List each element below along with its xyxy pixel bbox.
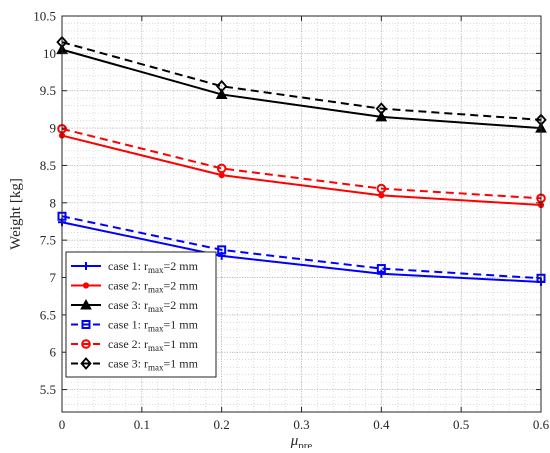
legend-item: case 3: rmax=1 mm [71, 357, 199, 373]
legend-label-suffix: =2 mm [163, 279, 198, 293]
series-2-point [218, 172, 225, 179]
legend-marker [82, 262, 90, 270]
y-tick-label: 10 [43, 46, 56, 61]
legend-label-main: case 2: r [108, 337, 148, 351]
legend-label-main: case 2: r [108, 279, 148, 293]
y-tick-label: 7 [50, 270, 57, 285]
series-6-line [61, 41, 542, 121]
legend-marker [80, 357, 92, 370]
series-layer [56, 35, 547, 286]
y-tick-label: 7.5 [40, 233, 56, 248]
y-tick-label: 6 [50, 345, 57, 360]
y-tick-label: 6.5 [40, 307, 56, 322]
y-tick-label: 5.5 [40, 382, 56, 397]
series-2-line [61, 134, 542, 207]
series-5-point [216, 163, 227, 174]
legend-label-main: case 3: r [108, 357, 148, 371]
series-3-point [215, 88, 228, 99]
y-tick-label: 8.5 [40, 158, 56, 173]
series-4-line [61, 215, 542, 280]
legend-marker [81, 320, 91, 329]
legend-label-suffix: =2 mm [163, 298, 198, 312]
series-6-point [375, 102, 388, 115]
legend-label: case 2: rmax=1 mm [108, 337, 199, 353]
series-4-point [217, 245, 227, 255]
ticks: 0 0.1 0.2 0.3 0.4 0.5 0.6 5.5 6 6.5 7 7.5 8 8.5 9 9.5 10… [33, 9, 549, 433]
legend-label-sub: max [148, 343, 164, 353]
legend-label-main: case 1: r [108, 259, 148, 273]
series-3-line [61, 48, 542, 130]
legend-item: case 1: rmax=2 mm [71, 259, 199, 275]
legend-item: case 2: rmax=1 mm [71, 337, 199, 353]
legend-label-main: case 3: r [108, 298, 148, 312]
legend-label: case 2: rmax=2 mm [108, 279, 199, 295]
series-4-point [376, 264, 386, 274]
x-axis-label-main: μ [290, 433, 299, 448]
legend-label-sub: max [148, 304, 164, 314]
legend-box [65, 251, 217, 378]
legend-item: case 2: rmax=2 mm [71, 279, 199, 295]
legend-label: case 1: rmax=1 mm [108, 318, 199, 334]
legend-label: case 1: rmax=2 mm [108, 259, 199, 275]
legend-label-main: case 1: r [108, 318, 148, 332]
legend-item: case 1: rmax=1 mm [71, 318, 199, 334]
legend-label-suffix: =1 mm [163, 337, 198, 351]
legend-label-suffix: =1 mm [163, 318, 198, 332]
legend-label-suffix: =1 mm [163, 357, 198, 371]
legend-label-sub: max [148, 265, 164, 275]
legend-label-sub: max [148, 285, 164, 295]
y-tick-label: 9.5 [40, 83, 56, 98]
series-6-point [215, 79, 228, 93]
legend-label-sub: max [148, 324, 164, 334]
y-tick-label: 10.5 [33, 9, 56, 24]
x-tick-label: 0 [59, 417, 66, 432]
grid [61, 15, 542, 412]
legend-item: case 3: rmax=2 mm [71, 298, 199, 314]
series-5-line [61, 127, 542, 200]
x-axis-label-sub: pre [298, 440, 312, 448]
legend-label-sub: max [148, 363, 164, 373]
x-axis-label: μpre [290, 433, 313, 448]
legend-marker [80, 298, 92, 310]
legend-label: case 3: rmax=1 mm [108, 357, 199, 373]
x-tick-label: 0.5 [453, 417, 469, 432]
y-axis-label: Weight [kg] [8, 178, 24, 250]
x-tick-label: 0.3 [293, 417, 309, 432]
x-tick-label: 0.6 [533, 417, 550, 432]
x-tick-label: 0.2 [214, 417, 230, 432]
legend-marker [81, 339, 91, 349]
series-1-line [61, 221, 542, 283]
legend-label: case 3: rmax=2 mm [108, 298, 199, 314]
legend-label-suffix: =2 mm [163, 259, 198, 273]
series-2-point [378, 192, 385, 199]
x-tick-label: 0.4 [373, 417, 390, 432]
series-2 [58, 132, 545, 209]
legend-marker [82, 282, 90, 289]
series-3-point [375, 110, 388, 122]
y-tick-label: 8 [50, 195, 57, 210]
series-5-point [376, 183, 387, 194]
y-tick-label: 9 [50, 121, 57, 136]
x-tick-label: 0.1 [134, 417, 150, 432]
